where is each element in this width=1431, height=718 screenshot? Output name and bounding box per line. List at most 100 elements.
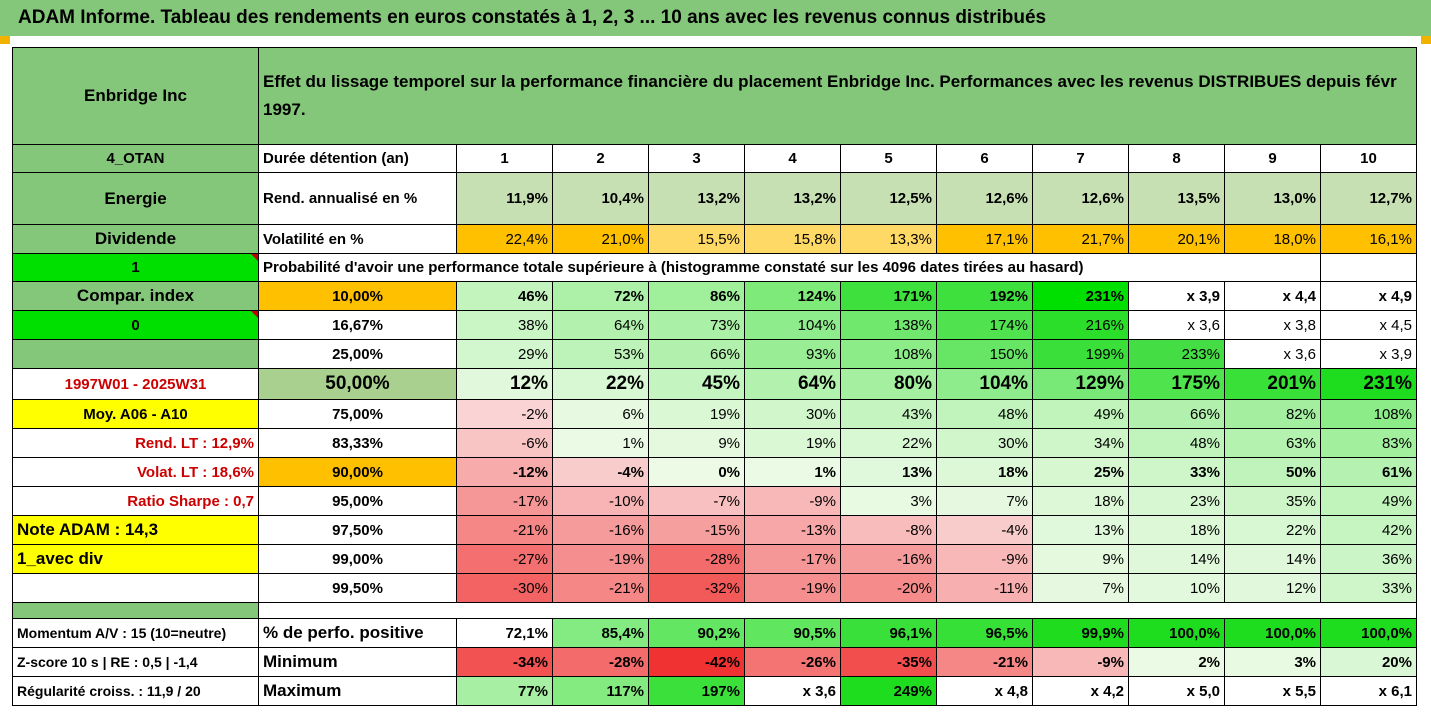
quantile-value: -8% xyxy=(840,515,937,545)
quantile-value: 64% xyxy=(552,310,649,340)
volatility-row: Dividende Volatilité en % 22,4% 21,0% 15,5… xyxy=(12,224,1417,254)
quantile-value: 108% xyxy=(840,339,937,369)
quantile-row: Volat. LT : 18,6% 90,00% -12% -4% 0% 1% 13% 18%… xyxy=(12,457,1417,487)
quantile-row: Moy. A06 - A10 75,00% -2% 6% 19% 30% 43% 48% 49%… xyxy=(12,399,1417,429)
quantile-label: 99,00% xyxy=(258,544,457,574)
summary-value: -26% xyxy=(744,647,841,677)
quantile-value: 18% xyxy=(1128,515,1225,545)
quantile-value: -19% xyxy=(552,544,649,574)
quantile-value: 38% xyxy=(456,310,553,340)
flag-zero: 0 xyxy=(12,310,259,340)
year-header: 5 xyxy=(840,144,937,173)
quantile-value: 1% xyxy=(552,428,649,458)
quantile-row: 99,50% -30% -21% -32% -19% -20% -11% 7% 10% 12% 33… xyxy=(12,573,1417,603)
quantile-value: 48% xyxy=(936,399,1033,429)
quantile-value: -9% xyxy=(936,544,1033,574)
quantile-value: 3% xyxy=(840,486,937,516)
quantile-value: 33% xyxy=(1320,573,1417,603)
quantile-value: 22% xyxy=(552,368,649,400)
summary-value: 85,4% xyxy=(552,618,649,648)
return-value: 12,6% xyxy=(936,172,1033,225)
quantile-value: -10% xyxy=(552,486,649,516)
quantile-value: 1% xyxy=(744,457,841,487)
summary-value: x 3,6 xyxy=(744,676,841,706)
quantile-value: 124% xyxy=(744,281,841,311)
summary-value: 90,5% xyxy=(744,618,841,648)
volatility-value: 13,3% xyxy=(840,224,937,254)
quantile-label: 75,00% xyxy=(258,399,457,429)
quantile-value: 36% xyxy=(1320,544,1417,574)
summary-value: -35% xyxy=(840,647,937,677)
quantile-value: 201% xyxy=(1224,368,1321,400)
quantile-value: -9% xyxy=(744,486,841,516)
header-row: Enbridge Inc Effet du lissage temporel s… xyxy=(12,47,1417,145)
quantile-value: 18% xyxy=(1032,486,1129,516)
quantile-value: -6% xyxy=(456,428,553,458)
empty-cell xyxy=(12,573,259,603)
quantile-row: Compar. index 10,00% 46% 72% 86% 124% 171% 192%… xyxy=(12,281,1417,311)
quantile-value: -19% xyxy=(744,573,841,603)
quantile-row: 0 16,67% 38% 64% 73% 104% 138% 174% 216% x 3,6 x 3… xyxy=(12,310,1417,340)
summary-value: 20% xyxy=(1320,647,1417,677)
summary-value: 77% xyxy=(456,676,553,706)
dividend-cell: Dividende xyxy=(12,224,259,254)
return-value: 11,9% xyxy=(456,172,553,225)
separator-row xyxy=(12,602,1417,619)
report-title: ADAM Informe. Tableau des rendements en … xyxy=(0,0,1431,36)
year-header: 6 xyxy=(936,144,1033,173)
quantile-value: 150% xyxy=(936,339,1033,369)
quantile-value: 43% xyxy=(840,399,937,429)
quantile-value: 9% xyxy=(648,428,745,458)
duration-label: Durée détention (an) xyxy=(258,144,457,173)
quantile-value: -7% xyxy=(648,486,745,516)
return-value: 12,7% xyxy=(1320,172,1417,225)
quantile-value: 93% xyxy=(744,339,841,369)
compare-index-label: Compar. index xyxy=(12,281,259,311)
empty-cell xyxy=(1224,253,1321,282)
quantile-value: 10% xyxy=(1128,573,1225,603)
quantile-value: -16% xyxy=(840,544,937,574)
summary-row: Z-score 10 s | RE : 0,5 | -1,4 Minimum -34… xyxy=(12,647,1417,677)
quantile-value: 14% xyxy=(1224,544,1321,574)
quantile-value: 174% xyxy=(936,310,1033,340)
quantile-value: 22% xyxy=(840,428,937,458)
year-header: 3 xyxy=(648,144,745,173)
quantile-value: 199% xyxy=(1032,339,1129,369)
probability-title: Probabilité d'avoir une performance tota… xyxy=(258,253,1225,282)
company-name: Enbridge Inc xyxy=(12,47,259,145)
volatility-value: 16,1% xyxy=(1320,224,1417,254)
empty-cell xyxy=(1320,253,1417,282)
return-value: 13,0% xyxy=(1224,172,1321,225)
quantile-value: 231% xyxy=(1032,281,1129,311)
quantile-value: 49% xyxy=(1320,486,1417,516)
quantile-value: 83% xyxy=(1320,428,1417,458)
performance-table: Enbridge Inc Effet du lissage temporel s… xyxy=(12,47,1417,706)
volatility-value: 15,8% xyxy=(744,224,841,254)
quantile-value: -21% xyxy=(456,515,553,545)
quantile-value: -17% xyxy=(744,544,841,574)
quantile-value: 231% xyxy=(1320,368,1417,400)
quantile-value: 82% xyxy=(1224,399,1321,429)
year-header: 7 xyxy=(1032,144,1129,173)
quantile-value: x 3,6 xyxy=(1128,310,1225,340)
quantile-value: -4% xyxy=(552,457,649,487)
quantile-value: -30% xyxy=(456,573,553,603)
summary-note: Momentum A/V : 15 (10=neutre) xyxy=(12,618,259,648)
quantile-value: -21% xyxy=(552,573,649,603)
quantile-value: 61% xyxy=(1320,457,1417,487)
quantile-value: 13% xyxy=(840,457,937,487)
sharpe-ratio: Ratio Sharpe : 0,7 xyxy=(12,486,259,516)
quantile-value: 53% xyxy=(552,339,649,369)
quantile-value: 66% xyxy=(1128,399,1225,429)
quantile-value: 42% xyxy=(1320,515,1417,545)
summary-value: -34% xyxy=(456,647,553,677)
summary-value: -21% xyxy=(936,647,1033,677)
quantile-value: 138% xyxy=(840,310,937,340)
return-value: 13,2% xyxy=(648,172,745,225)
summary-note: Z-score 10 s | RE : 0,5 | -1,4 xyxy=(12,647,259,677)
summary-value: x 4,2 xyxy=(1032,676,1129,706)
sector-cell: Energie xyxy=(12,172,259,225)
long-term-return: Rend. LT : 12,9% xyxy=(12,428,259,458)
quantile-value: 46% xyxy=(456,281,553,311)
quantile-value: -32% xyxy=(648,573,745,603)
